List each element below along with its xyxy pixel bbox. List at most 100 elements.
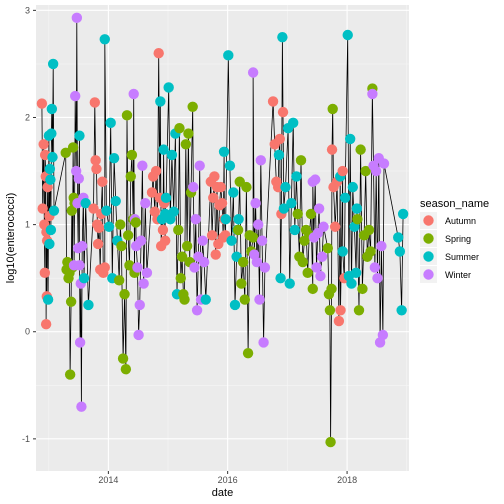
- point-spring: [67, 142, 79, 153]
- legend: Autumn Spring Summer Winter: [420, 212, 479, 283]
- point-winter: [316, 251, 328, 262]
- point-spring: [292, 208, 303, 220]
- y-tick-label: 3: [25, 5, 30, 15]
- point-winter: [318, 221, 329, 232]
- point-spring: [116, 240, 127, 252]
- point-autumn: [92, 238, 104, 250]
- point-winter: [376, 240, 387, 252]
- y-tick-label: -1: [22, 434, 30, 444]
- point-winter: [188, 181, 199, 193]
- point-winter: [189, 262, 200, 273]
- point-spring: [65, 296, 77, 307]
- legend-marker-autumn: [423, 215, 434, 226]
- point-spring: [120, 364, 132, 375]
- legend-label-spring: Spring: [445, 234, 471, 244]
- point-spring: [176, 251, 188, 262]
- point-spring: [126, 149, 138, 161]
- point-winter: [74, 337, 86, 348]
- point-spring: [121, 110, 133, 121]
- point-winter: [73, 173, 85, 184]
- point-summer: [344, 133, 356, 145]
- point-autumn: [210, 249, 221, 260]
- point-summer: [233, 214, 244, 225]
- point-spring: [232, 224, 244, 236]
- point-winter: [198, 256, 210, 268]
- point-autumn: [267, 96, 279, 107]
- point-autumn: [157, 224, 169, 236]
- point-autumn: [90, 155, 101, 166]
- point-spring: [180, 139, 192, 150]
- x-axis-title: date: [212, 487, 233, 499]
- point-winter: [197, 235, 208, 246]
- point-summer: [163, 82, 174, 93]
- point-winter: [141, 267, 153, 279]
- point-autumn: [97, 176, 108, 187]
- point-summer: [44, 163, 56, 175]
- point-summer: [394, 246, 406, 257]
- point-summer: [291, 171, 302, 182]
- point-summer: [396, 305, 407, 316]
- point-winter: [256, 235, 268, 246]
- point-winter: [250, 197, 261, 209]
- point-summer: [223, 50, 234, 61]
- point-spring: [242, 347, 254, 359]
- point-winter: [378, 158, 390, 169]
- point-winter: [76, 401, 87, 412]
- point-spring: [237, 256, 249, 268]
- point-summer: [397, 208, 409, 220]
- point-spring: [183, 128, 194, 139]
- point-summer: [226, 235, 237, 246]
- x-axis: 2014 2016 2018: [98, 471, 357, 485]
- point-winter: [310, 174, 321, 185]
- point-summer: [339, 192, 351, 204]
- point-summer: [286, 197, 297, 209]
- point-winter: [313, 203, 325, 214]
- point-winter: [194, 160, 205, 171]
- data-points: [36, 12, 409, 448]
- point-autumn: [329, 221, 341, 232]
- legend-title: season_name: [420, 198, 489, 210]
- y-axis-title: log10(enterococci): [5, 193, 17, 284]
- point-autumn: [93, 222, 105, 234]
- point-summer: [229, 299, 241, 311]
- point-winter: [255, 155, 267, 166]
- point-spring: [122, 230, 134, 241]
- point-summer: [99, 34, 110, 45]
- point-spring: [241, 181, 252, 193]
- point-summer: [284, 278, 295, 289]
- point-autumn: [38, 139, 49, 150]
- point-winter: [370, 165, 382, 177]
- point-autumn: [209, 171, 220, 182]
- point-winter: [128, 88, 139, 100]
- point-winter: [247, 67, 259, 78]
- point-summer: [158, 144, 169, 155]
- point-autumn: [335, 305, 346, 316]
- point-spring: [119, 289, 130, 300]
- point-summer: [78, 272, 90, 284]
- point-spring: [113, 275, 125, 286]
- point-summer: [220, 214, 231, 225]
- point-autumn: [89, 97, 101, 108]
- legend-label-autumn: Autumn: [445, 216, 476, 226]
- point-summer: [280, 181, 291, 193]
- point-winter: [191, 305, 203, 316]
- point-winter: [251, 256, 263, 268]
- point-winter: [311, 262, 322, 273]
- point-spring: [125, 171, 136, 182]
- point-spring: [117, 353, 129, 364]
- point-winter: [254, 294, 265, 305]
- point-summer: [47, 151, 58, 163]
- point-winter: [252, 219, 264, 230]
- legend-label-winter: Winter: [445, 270, 471, 280]
- point-winter: [137, 160, 148, 171]
- point-spring: [325, 436, 336, 448]
- point-autumn: [337, 165, 348, 177]
- point-summer: [48, 205, 60, 216]
- legend-marker-spring: [423, 233, 434, 244]
- point-summer: [347, 181, 358, 193]
- point-summer: [168, 206, 179, 217]
- point-summer: [337, 246, 348, 257]
- point-spring: [305, 208, 317, 220]
- point-spring: [297, 256, 309, 268]
